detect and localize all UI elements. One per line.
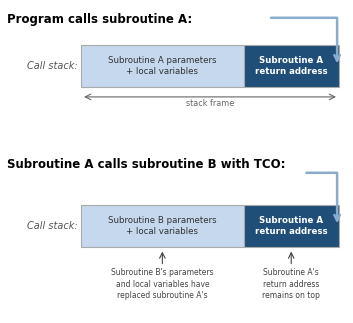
Text: Subroutine A parameters
+ local variables: Subroutine A parameters + local variable… [108, 56, 217, 77]
Text: Subroutine A calls subroutine B with TCO:: Subroutine A calls subroutine B with TCO… [7, 158, 286, 171]
Text: Program calls subroutine A:: Program calls subroutine A: [7, 13, 192, 26]
FancyBboxPatch shape [81, 205, 244, 247]
Text: Subroutine A's
return address
remains on top: Subroutine A's return address remains on… [262, 268, 320, 300]
Text: Call stack:: Call stack: [27, 221, 78, 231]
FancyBboxPatch shape [244, 205, 339, 247]
Text: Subroutine B parameters
+ local variables: Subroutine B parameters + local variable… [108, 216, 217, 236]
Text: Subroutine B's parameters
and local variables have
replaced subroutine A's: Subroutine B's parameters and local vari… [111, 268, 214, 300]
Text: Subroutine A
return address: Subroutine A return address [255, 216, 328, 236]
Text: stack frame: stack frame [186, 99, 234, 108]
Text: Call stack:: Call stack: [27, 61, 78, 71]
Text: Subroutine A
return address: Subroutine A return address [255, 56, 328, 77]
FancyBboxPatch shape [244, 45, 339, 87]
FancyBboxPatch shape [81, 45, 244, 87]
